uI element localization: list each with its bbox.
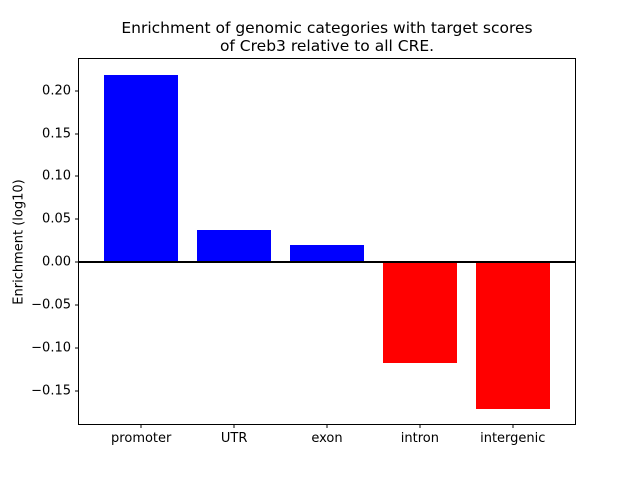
y-tick-label: 0.00 [42, 254, 71, 270]
bar-intergenic [475, 262, 550, 410]
y-tick-mark [75, 90, 79, 92]
bar-UTR [196, 230, 272, 263]
x-tick-label-UTR: UTR [220, 431, 248, 446]
y-tick-mark [75, 347, 79, 349]
y-tick-mark [75, 133, 79, 135]
x-tick-mark [233, 424, 235, 428]
x-tick-label-exon: exon [311, 431, 343, 446]
x-tick-mark [419, 424, 421, 428]
y-tick-mark [75, 261, 79, 263]
y-tick-label: 0.15 [42, 126, 71, 142]
plot-area: 0.20 0.15 0.10 0.05 0.00 −0.05 −0.10 −0.15 promo… [31, 58, 576, 446]
x-tick-label-intergenic: intergenic [480, 431, 546, 446]
y-tick-label: −0.15 [31, 383, 71, 399]
y-tick-mark [75, 390, 79, 392]
x-tick-mark [326, 424, 328, 428]
x-tick-mark [140, 424, 142, 428]
y-tick-mark [75, 175, 79, 177]
bar-promoter [104, 75, 179, 263]
y-tick-mark [75, 304, 79, 306]
x-tick-label-intron: intron [400, 431, 439, 446]
y-tick-label: 0.05 [42, 211, 71, 227]
y-axis-label: Enrichment (log10) [11, 179, 27, 305]
y-tick-label: −0.10 [31, 340, 71, 356]
y-tick-label: 0.10 [42, 168, 71, 184]
y-tick-mark [75, 218, 79, 220]
y-tick-label: −0.05 [31, 297, 71, 313]
chart-title: Enrichment of genomic categories with ta… [121, 19, 533, 56]
zero-baseline [79, 261, 575, 264]
x-tick-mark [512, 424, 514, 428]
bar-intron [382, 262, 458, 364]
bar-exon [289, 244, 365, 263]
x-tick-label-promoter: promoter [111, 431, 172, 446]
y-tick-label: 0.20 [42, 83, 71, 99]
